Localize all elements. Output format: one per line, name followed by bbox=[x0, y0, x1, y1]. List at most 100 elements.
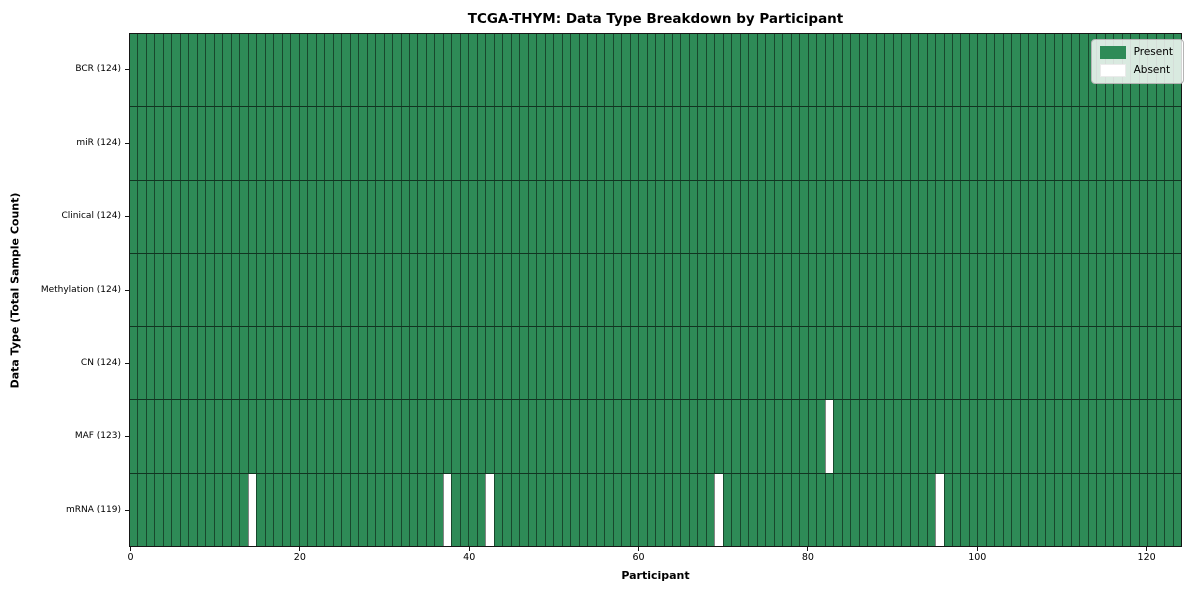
heatmap-cell bbox=[935, 107, 944, 180]
heatmap-cell bbox=[130, 327, 138, 400]
heatmap-cell bbox=[205, 473, 214, 546]
heatmap-cell bbox=[587, 473, 596, 546]
heatmap-cell bbox=[1138, 253, 1148, 327]
heatmap-cell bbox=[307, 400, 316, 473]
heatmap-cell bbox=[739, 400, 749, 473]
heatmap-cell bbox=[672, 253, 681, 327]
heatmap-cell bbox=[909, 180, 919, 253]
heatmap-cell bbox=[1172, 473, 1182, 546]
heatmap-cell bbox=[459, 400, 469, 473]
heatmap-cell bbox=[1053, 327, 1063, 400]
heatmap-cell bbox=[366, 107, 376, 180]
heatmap-cell bbox=[909, 473, 919, 546]
heatmap-cell bbox=[1164, 473, 1173, 546]
heatmap-cell bbox=[587, 180, 596, 253]
heatmap-cell bbox=[536, 473, 545, 546]
heatmap-cell bbox=[688, 473, 698, 546]
heatmap-cell bbox=[527, 253, 537, 327]
heatmap-cell bbox=[171, 107, 180, 180]
heatmap-cell bbox=[850, 253, 859, 327]
heatmap-cell bbox=[926, 34, 936, 107]
heatmap-cell bbox=[570, 34, 579, 107]
heatmap-cell bbox=[519, 180, 528, 253]
heatmap-cell bbox=[807, 473, 817, 546]
heatmap-cell bbox=[578, 107, 588, 180]
heatmap-cell bbox=[298, 253, 308, 327]
heatmap-cell bbox=[1036, 327, 1046, 400]
heatmap-cell bbox=[697, 34, 706, 107]
heatmap-cell bbox=[553, 107, 562, 180]
heatmap-cell bbox=[315, 473, 325, 546]
heatmap-cell bbox=[1172, 253, 1182, 327]
heatmap-cell bbox=[867, 400, 876, 473]
heatmap-cell bbox=[935, 180, 944, 253]
heatmap-cell bbox=[247, 180, 257, 253]
heatmap-cell bbox=[604, 107, 613, 180]
heatmap-cell bbox=[1121, 473, 1131, 546]
heatmap-cell bbox=[171, 327, 180, 400]
heatmap-cell bbox=[425, 107, 435, 180]
heatmap-cell bbox=[680, 327, 689, 400]
heatmap-cell bbox=[239, 473, 248, 546]
heatmap-cell bbox=[951, 107, 961, 180]
heatmap-cell bbox=[1053, 253, 1063, 327]
heatmap-cell bbox=[273, 180, 282, 253]
heatmap-cell bbox=[510, 34, 520, 107]
heatmap-cell bbox=[1019, 107, 1029, 180]
heatmap-cell bbox=[544, 180, 554, 253]
heatmap-cell bbox=[137, 107, 146, 180]
heatmap-cell bbox=[1079, 473, 1088, 546]
heatmap-cell bbox=[298, 400, 308, 473]
x-tick-label: 80 bbox=[801, 552, 814, 563]
heatmap-cell bbox=[1164, 400, 1173, 473]
heatmap-cell bbox=[264, 473, 274, 546]
heatmap-cell bbox=[553, 473, 562, 546]
heatmap-cell bbox=[213, 473, 223, 546]
heatmap-cell bbox=[1164, 180, 1173, 253]
heatmap-cell bbox=[1002, 180, 1012, 253]
heatmap-cell bbox=[807, 253, 817, 327]
heatmap-cell bbox=[222, 180, 231, 253]
heatmap-cell bbox=[638, 400, 647, 473]
heatmap-cell bbox=[1019, 253, 1029, 327]
heatmap-cell bbox=[145, 327, 155, 400]
heatmap-cell bbox=[867, 34, 876, 107]
heatmap-cell bbox=[400, 253, 409, 327]
heatmap-cell bbox=[451, 473, 460, 546]
heatmap-cell bbox=[442, 327, 452, 400]
heatmap-cell bbox=[570, 327, 579, 400]
heatmap-cell bbox=[1096, 400, 1105, 473]
heatmap-cell bbox=[468, 180, 477, 253]
heatmap-cell bbox=[1138, 180, 1148, 253]
heatmap-cell bbox=[502, 327, 511, 400]
heatmap-cell bbox=[1011, 400, 1020, 473]
heatmap-cell bbox=[179, 253, 189, 327]
heatmap-cell bbox=[130, 473, 138, 546]
heatmap-cell bbox=[493, 327, 503, 400]
heatmap-cell bbox=[968, 107, 978, 180]
heatmap-cell bbox=[179, 327, 189, 400]
heatmap-cell bbox=[1121, 400, 1131, 473]
heatmap-cell bbox=[604, 400, 613, 473]
heatmap-cell bbox=[196, 327, 206, 400]
heatmap-cell bbox=[612, 107, 622, 180]
heatmap-cell bbox=[154, 180, 163, 253]
heatmap-cell bbox=[485, 180, 494, 253]
heatmap-cell bbox=[358, 107, 367, 180]
heatmap-cell bbox=[383, 107, 393, 180]
legend-swatch-icon bbox=[1099, 46, 1126, 59]
heatmap-cell bbox=[884, 107, 893, 180]
heatmap-cell bbox=[307, 34, 316, 107]
heatmap-cell bbox=[756, 400, 766, 473]
heatmap-cell bbox=[816, 253, 825, 327]
heatmap-cell bbox=[621, 107, 630, 180]
heatmap-cell bbox=[858, 107, 868, 180]
heatmap-cell bbox=[705, 473, 715, 546]
heatmap-cell bbox=[756, 473, 766, 546]
y-tick-label: CN (124) bbox=[80, 357, 121, 368]
heatmap-cell bbox=[638, 473, 647, 546]
heatmap-cell bbox=[1104, 400, 1114, 473]
heatmap-cell bbox=[935, 327, 944, 400]
heatmap-cell bbox=[977, 180, 986, 253]
heatmap-cell bbox=[977, 34, 986, 107]
